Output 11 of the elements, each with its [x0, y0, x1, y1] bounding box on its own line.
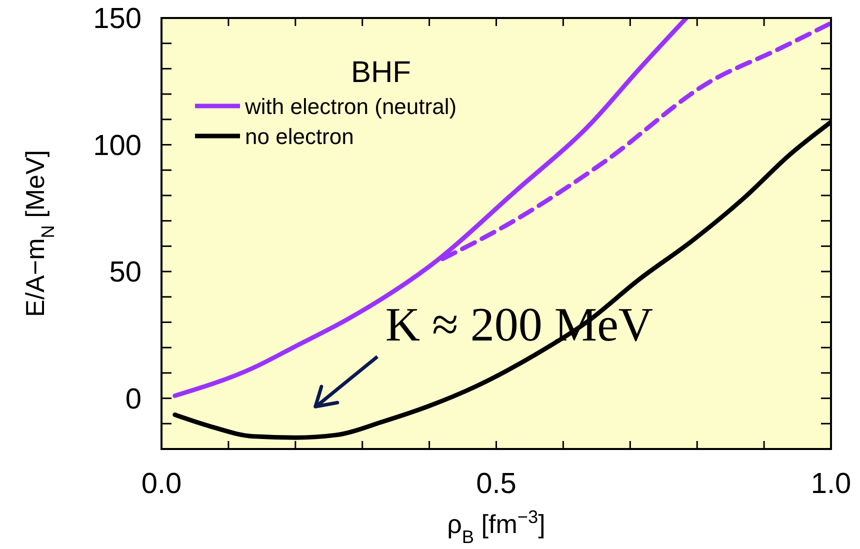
x-tick-label: 0.0	[141, 468, 182, 500]
y-tick-label: 150	[93, 3, 142, 35]
x-tick-label: 0.5	[476, 468, 516, 500]
x-tick-label: 1.0	[810, 468, 852, 500]
y-tick-label: 0	[125, 383, 142, 416]
y-tick-label: 100	[93, 130, 142, 162]
y-tick-label: 50	[109, 256, 142, 289]
legend-label: no electron	[245, 124, 354, 149]
legend-title: BHF	[351, 56, 411, 89]
x-axis-title: ρ$_{B}$ [fm$^{−3}$]	[447, 507, 546, 547]
legend-label: with electron (neutral)	[244, 94, 457, 119]
